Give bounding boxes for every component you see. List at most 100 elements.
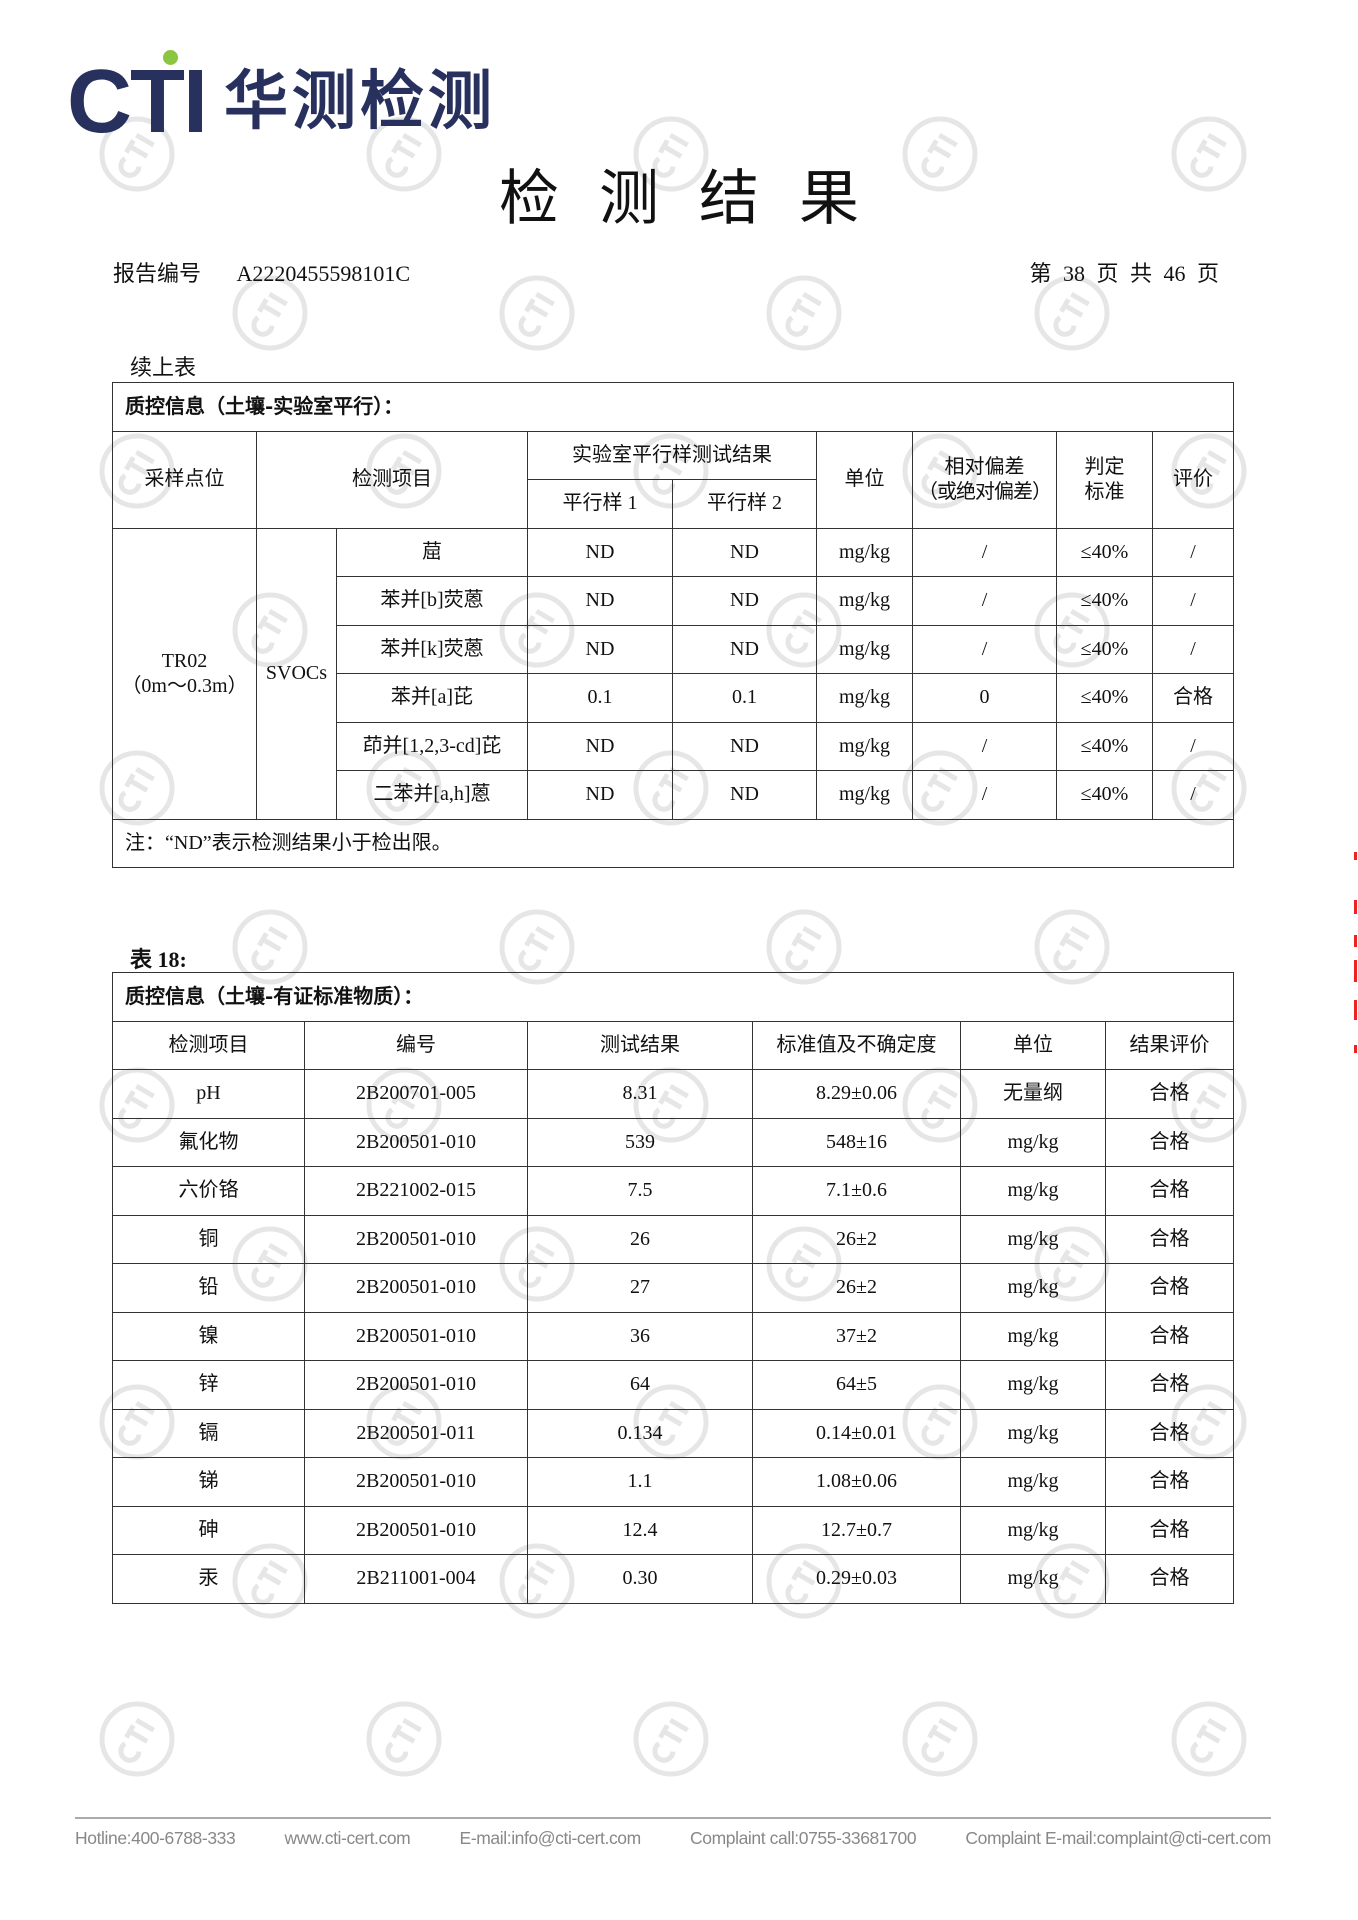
continued-label: 续上表 <box>130 355 197 380</box>
table-cell: 64±5 <box>752 1360 961 1410</box>
table-cell: pH <box>112 1069 305 1119</box>
cell-p2: ND <box>672 576 817 626</box>
table-cell: 7.1±0.6 <box>752 1166 961 1216</box>
header-criterion: 判定 标准 <box>1056 430 1153 529</box>
footer-email: E-mail:info@cti-cert.com <box>459 1828 642 1848</box>
category-cell: SVOCs <box>256 527 337 820</box>
table-cell: 合格 <box>1104 1408 1235 1458</box>
watermark-stamp-icon <box>900 114 980 194</box>
table-cell: mg/kg <box>960 1214 1106 1264</box>
table-cell: 2B200501-010 <box>304 1457 528 1507</box>
table-cell: 12.4 <box>527 1505 753 1555</box>
cell-eval: 合格 <box>1151 673 1235 723</box>
cell-unit: mg/kg <box>816 624 913 674</box>
cell-dev: / <box>912 527 1057 577</box>
cell-unit: mg/kg <box>816 673 913 723</box>
table-cell: mg/kg <box>960 1505 1106 1555</box>
cell-item: 茚并[1,2,3-cd]芘 <box>336 721 528 771</box>
cell-p1: ND <box>527 624 673 674</box>
table-cell: 镉 <box>112 1408 305 1458</box>
header-deviation-line1: 相对偏差 <box>944 455 1025 478</box>
logo-brand: CTI <box>67 52 208 152</box>
edge-mark <box>1354 935 1357 947</box>
watermark-stamp-icon <box>497 273 577 353</box>
edge-mark <box>1354 852 1357 860</box>
cell-p2: 0.1 <box>672 673 817 723</box>
table-row: 氟化物 2B200501-010 539 548±16 mg/kg 合格 <box>112 1117 1235 1167</box>
table-cell: 37±2 <box>752 1311 961 1361</box>
table-cell: 2B200501-010 <box>304 1263 528 1313</box>
cell-crit: ≤40% <box>1056 527 1153 577</box>
table-row: 镍 2B200501-010 36 37±2 mg/kg 合格 <box>112 1311 1235 1361</box>
table-cell: 合格 <box>1104 1166 1235 1216</box>
table-row: 二苯并[a,h]蒽 ND ND mg/kg / ≤40% / <box>113 770 1235 820</box>
table-cell: 1.08±0.06 <box>752 1457 961 1507</box>
header-item: 检测项目 <box>256 430 528 529</box>
site-cell: TR02 （0m～0.3m） <box>112 527 257 820</box>
footer-hotline: Hotline:400-6788-333 <box>75 1828 236 1848</box>
table-cell: 无量纲 <box>960 1069 1106 1119</box>
table-cell: 氟化物 <box>112 1117 305 1167</box>
table-cell: 539 <box>527 1117 753 1167</box>
table-cell: 合格 <box>1104 1457 1235 1507</box>
table-cell: 2B200501-010 <box>304 1117 528 1167</box>
table-row: 锌 2B200501-010 64 64±5 mg/kg 合格 <box>112 1360 1235 1410</box>
table-cell: mg/kg <box>960 1311 1106 1361</box>
table-cell: 合格 <box>1104 1117 1235 1167</box>
cell-p2: ND <box>672 527 817 577</box>
table-cell: 26±2 <box>752 1214 961 1264</box>
table1-title: 质控信息（土壤-实验室平行）： <box>111 382 1235 432</box>
header-evaluation: 评价 <box>1151 430 1235 529</box>
table-cell: 砷 <box>112 1505 305 1555</box>
table-cell: 2B211001-004 <box>304 1554 528 1604</box>
table-cell: 2B200701-005 <box>304 1069 528 1119</box>
cell-eval: / <box>1151 576 1235 626</box>
cell-p1: 0.1 <box>527 673 673 723</box>
cell-unit: mg/kg <box>816 576 913 626</box>
table-cell: 合格 <box>1104 1360 1235 1410</box>
header-deviation-line2: （或绝对偏差） <box>918 480 1052 503</box>
header-unit: 单位 <box>816 430 913 529</box>
table-cell: mg/kg <box>960 1117 1106 1167</box>
header-criterion-line2: 标准 <box>1084 480 1125 503</box>
table-row: 苯并[a]芘 0.1 0.1 mg/kg 0 ≤40% 合格 <box>113 673 1235 723</box>
table2-header-row: 检测项目 编号 测试结果 标准值及不确定度 单位 结果评价 <box>112 1020 1235 1070</box>
footer: Hotline:400-6788-333 www.cti-cert.com E-… <box>75 1828 1271 1849</box>
table-cell: 8.31 <box>527 1069 753 1119</box>
table-cell: mg/kg <box>960 1457 1106 1507</box>
cell-crit: ≤40% <box>1056 673 1153 723</box>
edge-mark <box>1354 1045 1357 1053</box>
cell-p2: ND <box>672 624 817 674</box>
table18-label: 表 18: <box>130 947 187 972</box>
logo-name-cn: 华测检测 <box>223 65 496 139</box>
table-cell: 合格 <box>1104 1311 1235 1361</box>
report-number-value: A2220455598101C <box>236 261 411 286</box>
watermark-stamp-icon <box>764 273 844 353</box>
table-cell: mg/kg <box>960 1166 1106 1216</box>
table-cell: mg/kg <box>960 1360 1106 1410</box>
page-title: 检测结果 <box>499 166 899 232</box>
cell-p2: ND <box>672 770 817 820</box>
cell-item: 苯并[k]荧蒽 <box>336 624 528 674</box>
cell-unit: mg/kg <box>816 721 913 771</box>
table-row: 六价铬 2B221002-015 7.5 7.1±0.6 mg/kg 合格 <box>112 1166 1235 1216</box>
site-depth: （0m～0.3m） <box>121 674 248 697</box>
table-cell: 2B200501-010 <box>304 1311 528 1361</box>
watermark-stamp-icon <box>364 1699 444 1779</box>
footer-website: www.cti-cert.com <box>284 1828 411 1848</box>
watermark-stamp-icon <box>1169 1699 1249 1779</box>
table-cell: 12.7±0.7 <box>752 1505 961 1555</box>
cell-p1: ND <box>527 770 673 820</box>
cell-item: 苯并[b]荧蒽 <box>336 576 528 626</box>
table-cell: 2B200501-010 <box>304 1360 528 1410</box>
table-cell: 合格 <box>1104 1263 1235 1313</box>
watermark-stamp-icon <box>631 1699 711 1779</box>
edge-mark <box>1354 900 1357 914</box>
table1-note: 注：“ND”表示检测结果小于检出限。 <box>111 818 1235 868</box>
page-info: 第 38 页 共 46 页 <box>1029 261 1219 286</box>
cell-p1: ND <box>527 721 673 771</box>
table-cell: 8.29±0.06 <box>752 1069 961 1119</box>
table-cell: 26±2 <box>752 1263 961 1313</box>
table-cell: 36 <box>527 1311 753 1361</box>
table-cell: mg/kg <box>960 1554 1106 1604</box>
